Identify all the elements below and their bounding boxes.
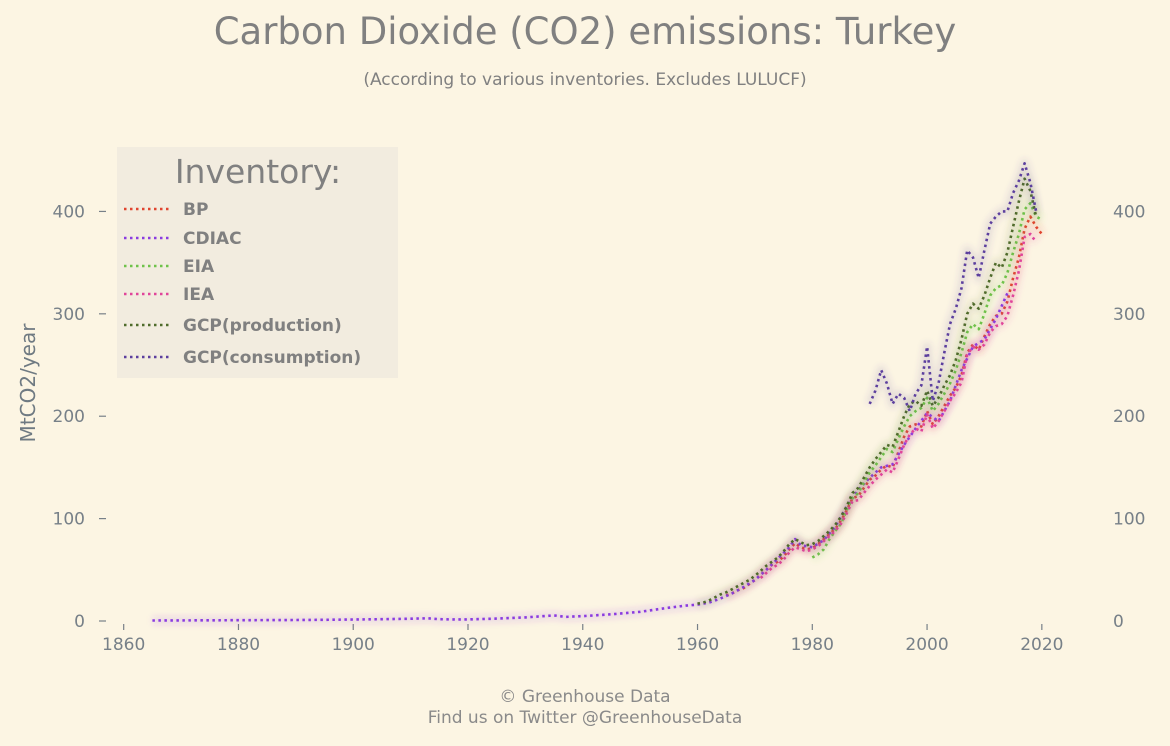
y-tick-label: 400 [53, 202, 85, 222]
y-tick-label: 200 [53, 407, 85, 427]
x-tick-label: 1940 [561, 635, 604, 655]
y-tick-label-right: 0 [1113, 612, 1124, 632]
x-tick-label: 2020 [1020, 635, 1063, 655]
x-tick-label: 1880 [217, 635, 260, 655]
legend-label: EIA [183, 257, 215, 277]
y-tick-label-right: 100 [1113, 510, 1145, 530]
series-glow [757, 229, 1040, 582]
series-line [868, 162, 1038, 413]
legend-label: CDIAC [183, 229, 242, 249]
x-tick-label: 1920 [446, 635, 489, 655]
legend: Inventory: BP CDIAC EIA IEA GCP(production) G… [117, 147, 398, 378]
x-tick-label: 1980 [791, 635, 834, 655]
axes: 1860 1880 1900 1920 1940 1960 1980 2000 2020 0 0 10… [53, 202, 1146, 655]
y-tick-label: 300 [53, 305, 85, 325]
x-tick-label: 2000 [905, 635, 948, 655]
y-tick-label: 100 [53, 510, 85, 530]
y-axis-label: MtCO2/year [16, 323, 40, 443]
twitter-credit: Find us on Twitter @GreenhouseData [427, 708, 743, 728]
legend-label: IEA [183, 285, 215, 305]
chart-subtitle: (According to various inventories. Exclu… [363, 70, 807, 90]
legend-label: BP [183, 200, 208, 220]
footer: © Greenhouse Data Find us on Twitter @Gr… [0, 687, 1170, 729]
y-tick-label: 0 [74, 612, 85, 632]
copyright-text: © Greenhouse Data [499, 687, 671, 707]
x-tick-label: 1900 [332, 635, 375, 655]
legend-label: GCP(production) [183, 316, 342, 336]
chart-title: Carbon Dioxide (CO2) emissions: Turkey [213, 10, 957, 53]
legend-title: Inventory: [175, 152, 341, 191]
series-line [697, 177, 1038, 605]
legend-label: GCP(consumption) [183, 348, 361, 368]
y-tick-label-right: 200 [1113, 407, 1145, 427]
y-tick-label-right: 300 [1113, 305, 1145, 325]
legend-box [117, 147, 398, 378]
y-tick-label-right: 400 [1113, 202, 1145, 222]
x-tick-label: 1860 [102, 635, 145, 655]
legend-items: BP CDIAC EIA IEA GCP(production) GCP(consumpt… [124, 200, 361, 368]
x-tick-label: 1960 [676, 635, 719, 655]
series-layer [152, 158, 1046, 625]
